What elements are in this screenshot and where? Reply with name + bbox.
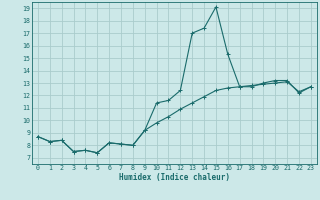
X-axis label: Humidex (Indice chaleur): Humidex (Indice chaleur) [119, 173, 230, 182]
